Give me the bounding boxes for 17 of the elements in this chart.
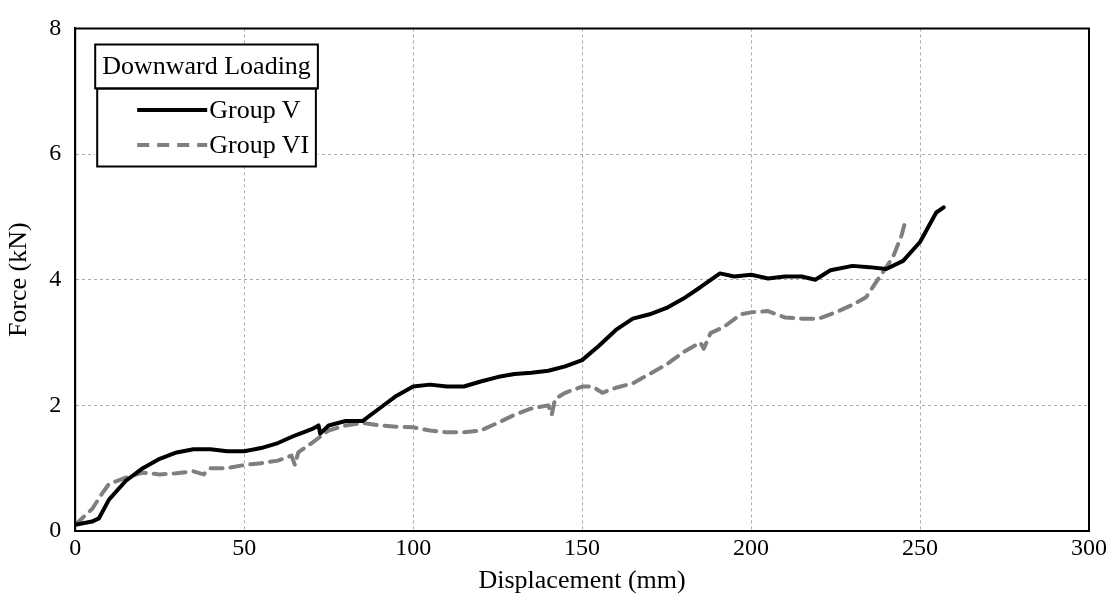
y-tick-label: 4 [49, 265, 62, 291]
x-axis-title: Displacement (mm) [478, 565, 686, 595]
y-tick-label: 6 [49, 139, 62, 166]
y-tick-label: 8 [49, 13, 62, 40]
legend-label: Group V [209, 94, 301, 124]
x-tick-label: 250 [902, 533, 939, 560]
x-tick-label: 150 [564, 533, 601, 560]
x-tick-label: 50 [232, 533, 257, 560]
y-tick-label: 2 [49, 390, 62, 417]
legend-title: Downward Loading [102, 51, 311, 81]
x-tick-label: 200 [733, 533, 770, 560]
x-tick-label: 100 [395, 533, 432, 560]
legend-label: Group VI [209, 129, 310, 159]
x-tick-label: 300 [1071, 533, 1107, 560]
x-tick-label: 0 [69, 533, 82, 560]
y-axis-title: Force (kN) [3, 222, 33, 338]
y-tick-label: 0 [49, 516, 62, 543]
